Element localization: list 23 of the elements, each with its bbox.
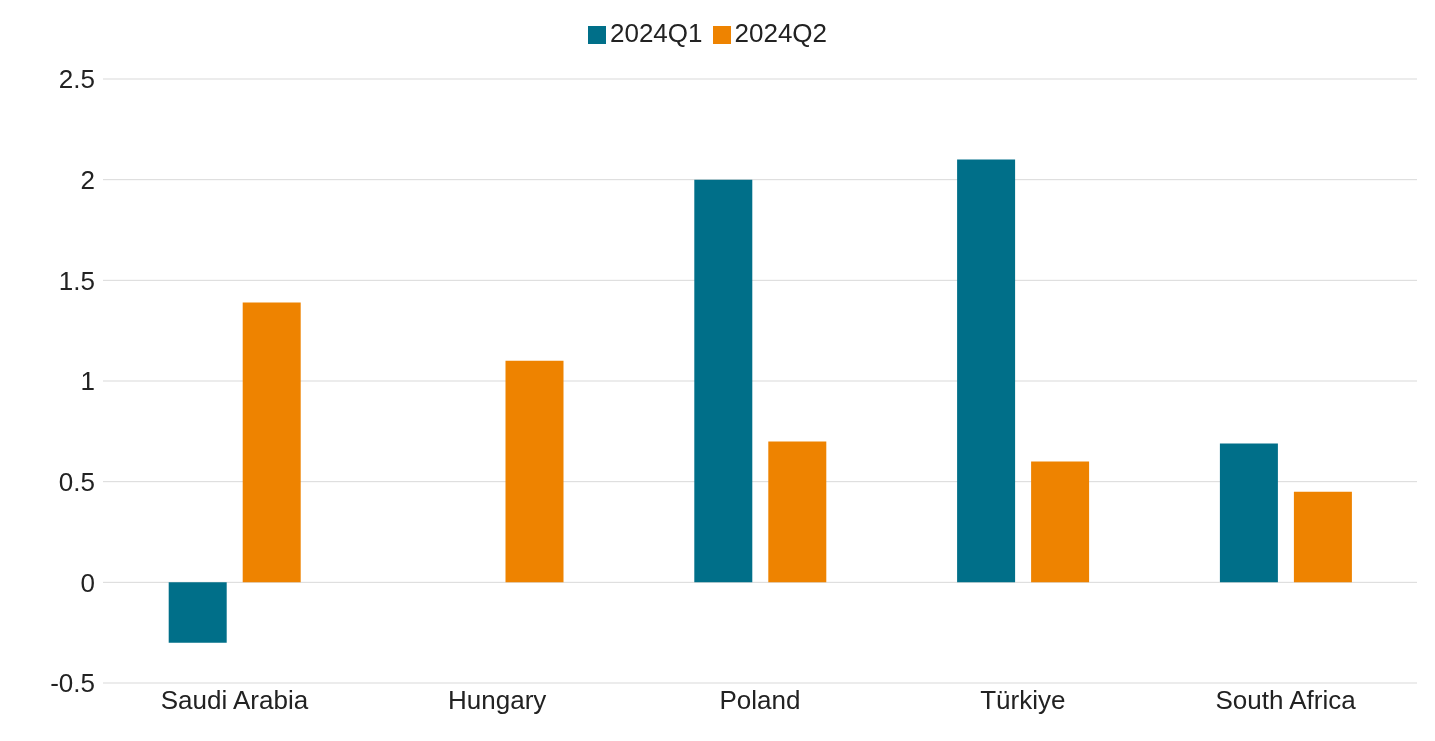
bar xyxy=(1219,443,1278,583)
y-tick-label: 0 xyxy=(80,567,95,598)
bar xyxy=(505,360,564,583)
x-tick-label: Hungary xyxy=(448,685,547,716)
y-tick-label: 1.5 xyxy=(58,265,95,296)
y-tick-label: -0.5 xyxy=(50,668,95,699)
y-tick-label: 1 xyxy=(80,366,95,397)
legend-label: 2024Q2 xyxy=(734,18,828,48)
y-tick-label: 0.5 xyxy=(58,466,95,497)
bar xyxy=(168,582,227,643)
x-tick-label: Saudi Arabia xyxy=(160,685,309,716)
bar xyxy=(1031,461,1090,583)
bar xyxy=(1293,491,1352,583)
x-tick-label: South Africa xyxy=(1215,685,1357,716)
bar xyxy=(694,179,753,583)
y-tick-label: 2.5 xyxy=(58,64,95,95)
legend-label: 2024Q1 xyxy=(609,18,703,48)
x-tick-label: Türkiye xyxy=(980,685,1066,716)
bar xyxy=(957,159,1016,583)
bar xyxy=(242,302,301,583)
y-tick-label: 2 xyxy=(80,164,95,195)
x-tick-label: Poland xyxy=(719,685,801,716)
bar xyxy=(768,441,827,583)
